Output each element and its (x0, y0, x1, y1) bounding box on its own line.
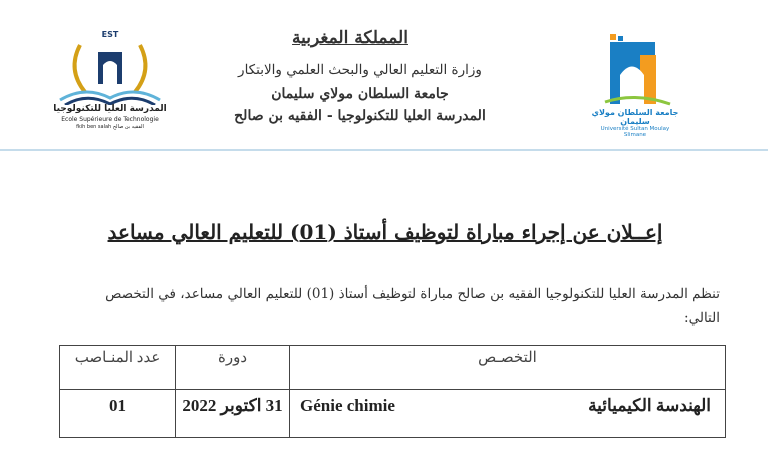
table-row: الهندسة الكيميائية Génie chimie 31 اكتوب… (59, 389, 726, 438)
header-divider (0, 149, 768, 151)
school-name: المدرسة العليا للتكنولوجيا - الفقيه بن ص… (234, 108, 486, 124)
intro-paragraph: تنظم المدرسة العليا للتكنولوجيا الفقيه ب… (105, 286, 720, 326)
usms-arabic: جامعة السلطان مولاي سليمان (591, 108, 679, 126)
est-french: Ecole Supérieure de Technologie (61, 116, 159, 123)
positions-table: التخصـص دورة عدد المنـاصب الهندسة الكيمي… (59, 345, 726, 438)
usms-latin: Université Sultan Moulay Slimane (600, 126, 670, 138)
specialty-fr: Génie chimie (300, 396, 395, 415)
announcement-title: إعــلان عن إجراء مباراة لتوظيف أستاذ (01… (107, 220, 663, 244)
kingdom-heading: المملكة المغربية (292, 28, 408, 48)
usms-logo: جامعة السلطان مولاي سليمان Université Su… (590, 30, 680, 140)
date-cell: 31 اكتوبر 2022 (175, 389, 290, 438)
header-date: دورة (175, 345, 290, 390)
est-city: fkih ben salah الفقيه بن صالح (76, 124, 144, 130)
est-label: EST (101, 30, 119, 39)
university-name: جامعة السلطان مولاي سليمان (271, 86, 449, 102)
ministry-name: وزارة التعليم العالي والبحث العلمي والاب… (238, 62, 482, 78)
specialty-ar: الهندسة الكيميائية (588, 396, 711, 415)
est-logo: EST المدرسة العليا للتكنولوجيا Ecole Sup… (45, 30, 175, 130)
est-arabic: المدرسة العليا للتكنولوجيا (53, 104, 167, 114)
count-cell: 01 (59, 389, 176, 438)
header-specialty: التخصـص (289, 345, 726, 390)
header-count: عدد المنـاصب (59, 345, 176, 390)
